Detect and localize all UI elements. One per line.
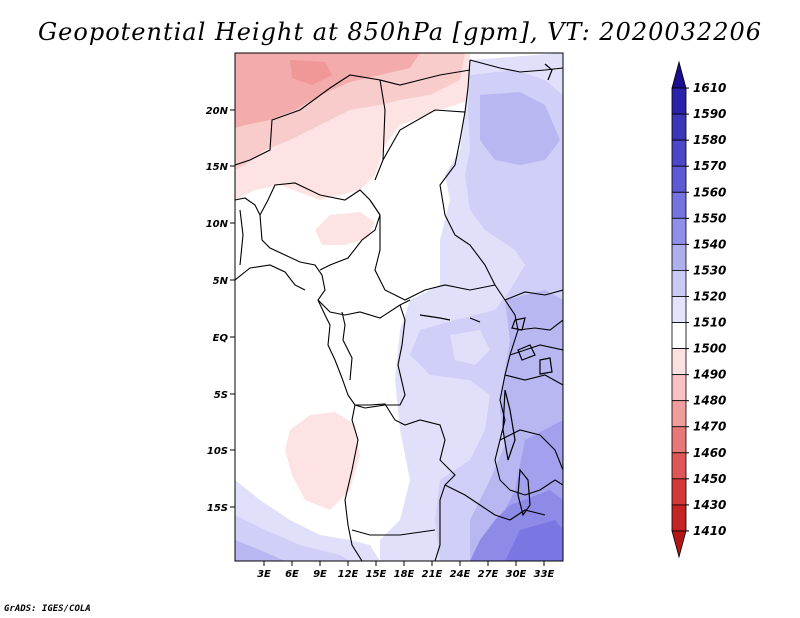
nigeria-pink-patch xyxy=(315,212,375,245)
lon-label: 6E xyxy=(285,569,299,580)
colorbar: 1610 1590 1580 1570 1560 1550 1540 1530 1520 1510… xyxy=(671,60,726,559)
lon-label: 12E xyxy=(338,569,359,580)
lon-label: 24E xyxy=(450,569,471,580)
colorbar-label: 1520 xyxy=(693,289,726,303)
lat-label: 5N xyxy=(213,276,229,287)
colorbar-label: 1450 xyxy=(693,472,726,486)
latitude-labels: 20N 15N 10N 5N EQ 5S 10S 15S xyxy=(206,106,229,514)
colorbar-label: 1540 xyxy=(693,237,726,251)
colorbar-label: 1510 xyxy=(693,316,726,330)
longitude-labels: 3E 6E 9E 12E 15E 18E 21E 24E 27E 30E 33E xyxy=(257,569,554,580)
chart-title: Geopotential Height at 850hPa [gpm], VT:… xyxy=(38,18,762,46)
colorbar-swatch xyxy=(671,348,687,376)
lat-label: 5S xyxy=(214,390,228,401)
colorbar-label: 1430 xyxy=(693,498,726,512)
southeast-deepest-region xyxy=(505,520,563,561)
southwest-strong-blue-region xyxy=(235,540,285,561)
map-frame xyxy=(234,52,564,562)
congo-light-patch xyxy=(450,330,490,365)
colorbar-label: 1570 xyxy=(693,159,726,173)
lat-label: EQ xyxy=(213,333,229,344)
colorbar-swatch xyxy=(671,165,687,193)
colorbar-swatch xyxy=(671,452,687,480)
colorbar-swatch xyxy=(671,139,687,167)
colorbar-swatch xyxy=(671,270,687,297)
colorbar-swatch xyxy=(671,478,687,506)
colorbar-swatch xyxy=(671,191,687,219)
lon-label: 33E xyxy=(534,569,555,580)
lat-label: 10S xyxy=(207,446,228,457)
axis-ticks xyxy=(230,109,545,566)
colorbar-label: 1530 xyxy=(693,263,726,277)
colorbar-label: 1580 xyxy=(693,133,726,147)
lon-label: 30E xyxy=(506,569,527,580)
colorbar-label: 1460 xyxy=(693,446,726,460)
colorbar-label: 1500 xyxy=(693,342,726,356)
height-field xyxy=(235,53,563,561)
colorbar-swatch xyxy=(671,60,687,89)
colorbar-swatch xyxy=(671,322,687,349)
lon-label: 3E xyxy=(257,569,271,580)
colorbar-label: 1550 xyxy=(693,211,726,225)
east-strong-blue-region xyxy=(480,92,560,165)
colorbar-swatch xyxy=(671,296,687,323)
colorbar-swatch xyxy=(671,400,687,428)
colorbar-label: 1480 xyxy=(693,394,726,408)
colorbar-swatch xyxy=(671,87,687,115)
lat-label: 20N xyxy=(206,106,229,117)
lon-label: 15E xyxy=(366,569,387,580)
colorbar-swatch xyxy=(671,217,687,245)
lon-label: 21E xyxy=(422,569,443,580)
colorbar-swatch xyxy=(671,504,687,532)
colorbar-label: 1410 xyxy=(693,524,726,538)
sahara-peak-region xyxy=(290,60,332,85)
lon-label: 27E xyxy=(478,569,499,580)
colorbar-swatch xyxy=(671,243,687,271)
lat-label: 10N xyxy=(206,219,229,230)
angola-pink-patch xyxy=(285,412,360,510)
colorbar-label: 1560 xyxy=(693,185,726,199)
lon-label: 18E xyxy=(394,569,415,580)
colorbar-label: 1490 xyxy=(693,368,726,382)
lat-label: 15N xyxy=(206,162,229,173)
lon-label: 9E xyxy=(313,569,327,580)
colorbar-swatch xyxy=(671,530,687,559)
colorbar-swatch xyxy=(671,374,687,402)
colorbar-label: 1470 xyxy=(693,420,726,434)
credit-text: GrADS: IGES/COLA xyxy=(4,604,91,614)
southwest-mid-blue-region xyxy=(235,515,350,561)
lakes xyxy=(419,63,553,517)
colorbar-label: 1610 xyxy=(693,81,726,95)
lat-label: 15S xyxy=(207,503,228,514)
colorbar-swatch xyxy=(671,426,687,454)
colorbar-swatch xyxy=(671,113,687,141)
colorbar-label: 1590 xyxy=(693,107,726,121)
